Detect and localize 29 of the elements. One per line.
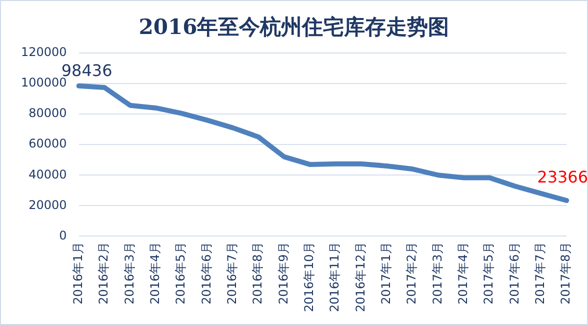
- y-tick-label: 120000: [20, 45, 67, 60]
- x-tick-label: 2017年3月: [430, 242, 444, 304]
- y-tick-label: 40000: [28, 167, 67, 182]
- x-tick-label: 2017年5月: [482, 242, 496, 304]
- x-tick-label: 2017年7月: [533, 242, 548, 304]
- x-tick-label: 2016年11月: [328, 242, 342, 312]
- x-tick-label: 2017年4月: [456, 242, 470, 304]
- y-tick-label: 0: [59, 228, 67, 242]
- x-tick-label: 2016年5月: [174, 242, 188, 304]
- x-tick-label: 2016年2月: [96, 242, 111, 304]
- x-tick-label: 2017年8月: [558, 242, 573, 304]
- x-tick-label: 2016年12月: [353, 242, 368, 312]
- x-tick-label: 2016年10月: [302, 242, 316, 312]
- x-tick-label: 2017年6月: [507, 242, 522, 304]
- y-tick-label: 80000: [28, 106, 67, 120]
- x-tick-label: 2016年8月: [250, 242, 265, 304]
- x-tick-label: 2017年2月: [404, 242, 419, 304]
- y-tick-label: 60000: [28, 136, 67, 151]
- y-tick-label: 20000: [28, 198, 67, 212]
- x-tick-label: 2017年1月: [379, 242, 394, 304]
- x-tick-label: 2016年6月: [199, 242, 214, 304]
- data-label: 23366: [537, 168, 588, 187]
- chart-title: 2016年至今杭州住宅库存走势图: [138, 13, 450, 41]
- x-tick-label: 2016年4月: [148, 242, 162, 304]
- x-tick-label: 2016年9月: [276, 242, 290, 304]
- x-tick-label: 2016年1月: [70, 242, 85, 304]
- x-tick-label: 2016年7月: [224, 242, 239, 304]
- y-tick-label: 100000: [20, 76, 67, 90]
- x-tick-label: 2016年3月: [122, 242, 136, 304]
